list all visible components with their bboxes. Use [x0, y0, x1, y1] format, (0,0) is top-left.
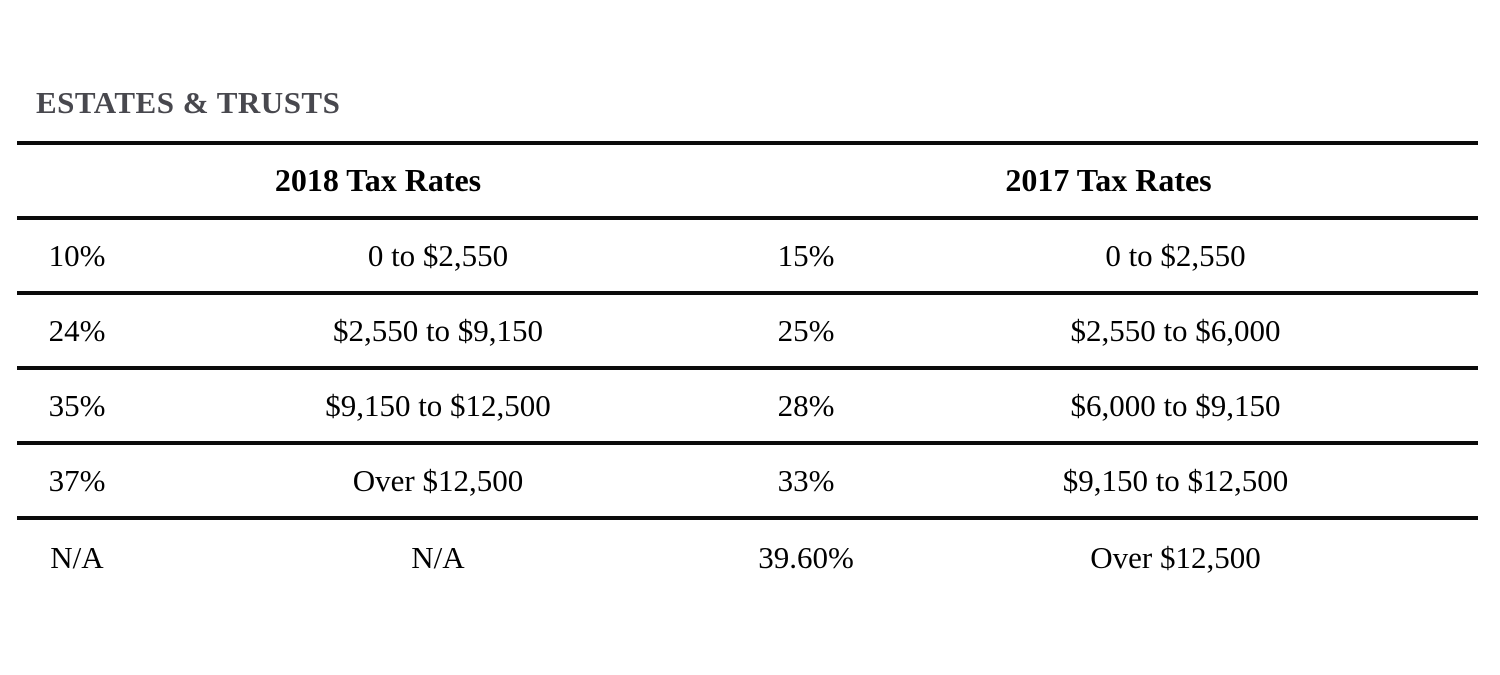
rate-2018-cell: 37% [48, 462, 106, 498]
rate-2018-cell: 35% [48, 387, 106, 423]
header-2017-tax-rates: 2017 Tax Rates [1005, 162, 1212, 198]
table-row: 35% $9,150 to $12,500 28% $6,000 to $9,1… [17, 370, 1478, 445]
bracket-2018-cell: N/A [411, 539, 465, 575]
rate-2018-cell: N/A [50, 539, 104, 575]
table-row: 24% $2,550 to $9,150 25% $2,550 to $6,00… [17, 295, 1478, 370]
bracket-2018-cell: $9,150 to $12,500 [325, 387, 551, 423]
page-title: ESTATES & TRUSTS [36, 85, 341, 120]
rate-2017-cell: 25% [777, 312, 835, 348]
rate-2017-cell: 28% [777, 387, 835, 423]
bracket-2017-cell: $9,150 to $12,500 [1062, 462, 1289, 498]
bracket-2017-cell: Over $12,500 [1090, 539, 1261, 575]
bracket-2017-cell: 0 to $2,550 [1105, 237, 1246, 273]
rate-2018-cell: 24% [48, 312, 106, 348]
rate-2017-cell: 33% [777, 462, 835, 498]
header-2018-tax-rates: 2018 Tax Rates [274, 162, 482, 198]
bracket-2018-cell: $2,550 to $9,150 [332, 312, 544, 348]
table-row: 10% 0 to $2,550 15% 0 to $2,550 [17, 220, 1478, 295]
rate-2017-cell: 39.60% [758, 539, 854, 575]
rate-2018-cell: 10% [48, 237, 106, 273]
estates-trusts-table: 2018 Tax Rates 2017 Tax Rates 10% 0 to $… [17, 141, 1478, 595]
table-header-row: 2018 Tax Rates 2017 Tax Rates [17, 145, 1478, 220]
table-row: 37% Over $12,500 33% $9,150 to $12,500 [17, 445, 1478, 520]
bracket-2017-cell: $6,000 to $9,150 [1070, 387, 1281, 423]
bracket-2017-cell: $2,550 to $6,000 [1070, 312, 1281, 348]
rate-2017-cell: 15% [777, 237, 835, 273]
bracket-2018-cell: 0 to $2,550 [367, 237, 509, 273]
table-row: N/A N/A 39.60% Over $12,500 [17, 520, 1478, 595]
bracket-2018-cell: Over $12,500 [352, 462, 524, 498]
